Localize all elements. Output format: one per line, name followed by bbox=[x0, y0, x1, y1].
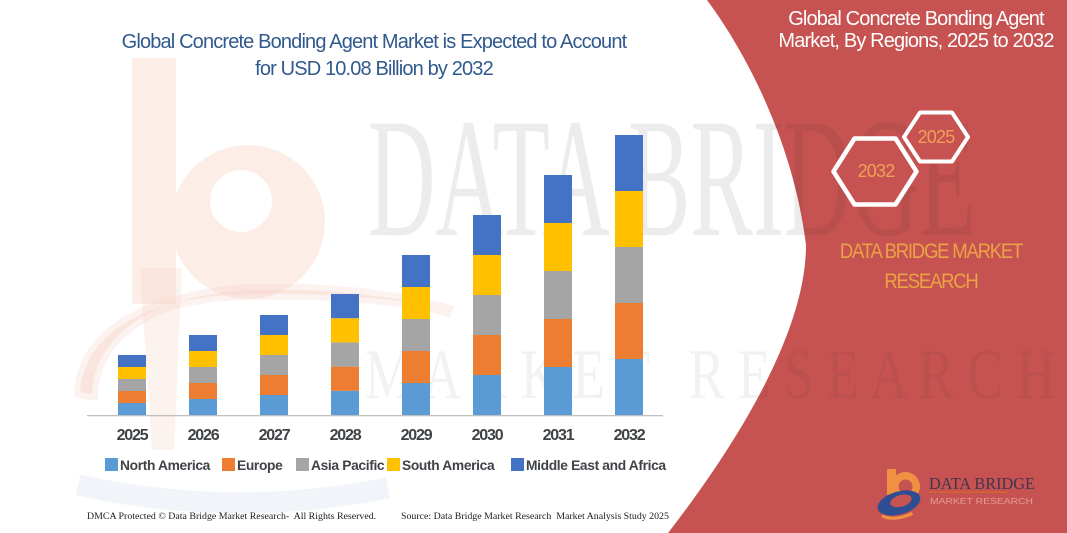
svg-text:2031: 2031 bbox=[543, 427, 575, 444]
svg-text:M A R K E T R E S E A R C H: M A R K E T R E S E A R C H bbox=[365, 336, 1055, 414]
svg-text:2025: 2025 bbox=[117, 427, 149, 444]
svg-text:2025: 2025 bbox=[918, 127, 956, 147]
svg-text:2029: 2029 bbox=[401, 427, 433, 444]
svg-text:2032: 2032 bbox=[614, 427, 646, 444]
svg-text:2028: 2028 bbox=[330, 427, 362, 444]
svg-text:2026: 2026 bbox=[188, 427, 220, 444]
svg-text:2032: 2032 bbox=[858, 161, 896, 181]
svg-text:MARKET RESEARCH: MARKET RESEARCH bbox=[930, 497, 1033, 506]
svg-text:2030: 2030 bbox=[472, 427, 504, 444]
svg-text:2027: 2027 bbox=[259, 427, 291, 444]
svg-text:DATA BRIDGE: DATA BRIDGE bbox=[929, 474, 1035, 493]
